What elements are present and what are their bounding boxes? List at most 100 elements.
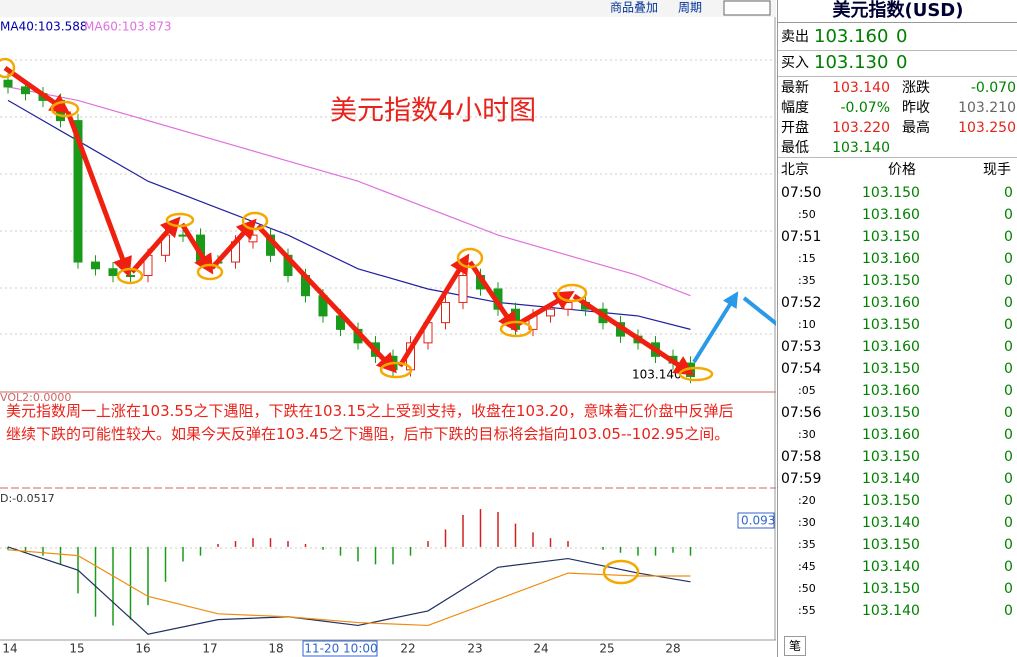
- tick-price: 103.140: [862, 515, 920, 531]
- nav-buttons[interactable]: [723, 0, 771, 16]
- tick-volume: 0: [1004, 449, 1013, 465]
- x-tick-label: 14: [2, 642, 17, 656]
- stat-label: 最高: [902, 120, 930, 136]
- ma60-line: [7, 86, 691, 297]
- tab[interactable]: 笔: [784, 636, 807, 656]
- tick-volume: 0: [1004, 185, 1013, 201]
- x-tick-label: 28: [665, 642, 680, 656]
- x-tick-label: 18: [268, 642, 283, 656]
- tick-price: 103.150: [862, 185, 920, 201]
- stat-value: 103.210: [958, 100, 1016, 116]
- tick-price: 103.140: [862, 559, 920, 575]
- candle-body: [511, 308, 520, 330]
- tick-price: 103.150: [862, 405, 920, 421]
- chart: 商品叠加 周期 MA40:103.588 MA60:103.873 美元指数4小…: [0, 0, 776, 657]
- tick-price: 103.160: [862, 295, 920, 311]
- candle-body: [3, 79, 13, 88]
- candle-body: [441, 301, 450, 324]
- dif-line: [7, 546, 691, 635]
- candle-body: [126, 275, 135, 278]
- tick-price: 103.160: [862, 427, 920, 443]
- dea-line: [7, 549, 691, 627]
- tick-price: 103.140: [862, 471, 920, 487]
- x-tick-label: 25: [599, 642, 614, 656]
- candle-body: [21, 86, 30, 95]
- tick-volume: 0: [1004, 207, 1013, 223]
- tick-volume: 0: [1004, 493, 1013, 509]
- tick-time: :35: [798, 274, 816, 287]
- tick-price: 103.150: [862, 273, 920, 289]
- separator: [778, 76, 1017, 77]
- tick-time: 07:50: [781, 185, 822, 201]
- tick-volume: 0: [1004, 295, 1013, 311]
- ticks-header: 北京: [781, 162, 809, 178]
- quote-volume: 0: [896, 26, 908, 47]
- overlay-button[interactable]: 商品叠加: [610, 0, 658, 15]
- macd-legend: D:-0.0517: [0, 492, 55, 505]
- tick-price: 103.150: [862, 229, 920, 245]
- stat-label: 最新: [781, 80, 809, 96]
- tick-volume: 0: [1004, 581, 1013, 597]
- x-tick-label: 15: [69, 642, 84, 656]
- stat-value: 103.220: [832, 120, 890, 136]
- quote-label: 买入: [781, 55, 809, 71]
- annotation-arrows: [0, 57, 776, 585]
- ma40-legend: MA40:103.588: [0, 20, 88, 34]
- vol-legend: VOL2:0.0000: [0, 391, 71, 404]
- tick-time: :50: [798, 582, 816, 595]
- tick-time: 07:53: [781, 339, 822, 355]
- x-tick-label: 17: [202, 642, 217, 656]
- grid: [0, 59, 775, 549]
- candle-body: [563, 301, 573, 310]
- quote-price: 103.130: [814, 52, 889, 73]
- tick-time: :45: [798, 560, 816, 573]
- candle-body: [178, 234, 188, 237]
- tick-price: 103.160: [862, 383, 920, 399]
- stat-label: 昨收: [902, 100, 930, 116]
- stat-value: -0.07%: [840, 100, 890, 116]
- tick-price: 103.150: [862, 493, 920, 509]
- tick-volume: 0: [1004, 251, 1013, 267]
- tick-time: :10: [798, 318, 816, 331]
- ticks-header: 现手: [983, 162, 1011, 178]
- stat-label: 最低: [781, 140, 809, 156]
- tick-volume: 0: [1004, 229, 1013, 245]
- tick-time: 07:52: [781, 295, 822, 311]
- stat-value: [946, 138, 1016, 158]
- x-tick-label: 23: [467, 642, 482, 656]
- tick-time: :15: [798, 252, 816, 265]
- x-tick-label: 16: [135, 642, 150, 656]
- tick-time: :35: [798, 538, 816, 551]
- tick-time: :05: [798, 384, 816, 397]
- annotation: 美元指数周一上涨在103.55之下遇阻，下跌在103.15之上受到支持，收盘在1…: [6, 402, 734, 443]
- tick-price: 103.150: [862, 361, 920, 377]
- tick-volume: 0: [1004, 537, 1013, 553]
- quote-title: 美元指数(USD): [778, 0, 1017, 23]
- x-tick-label: 11-20 10:00: [304, 642, 377, 656]
- tick-time: 07:59: [781, 471, 822, 487]
- tick-price: 103.140: [862, 603, 920, 619]
- period-button[interactable]: 周期: [678, 1, 702, 15]
- tick-time: :30: [798, 516, 816, 529]
- stat-value: -0.070: [970, 80, 1016, 96]
- cursor-box: [302, 640, 378, 657]
- tick-volume: 0: [1004, 339, 1013, 355]
- last-price-label: 103.140: [632, 368, 682, 382]
- candle-body: [248, 234, 258, 243]
- tick-volume: 0: [1004, 383, 1013, 399]
- tick-price: 103.150: [862, 317, 920, 333]
- tick-time: 07:54: [781, 361, 822, 377]
- toolbar: [0, 0, 776, 17]
- macd-box-value: 0.093: [741, 514, 775, 528]
- quote-panel: 美元指数(USD) 卖出 103.160 0 买入 103.130 0 最新 103.140 涨…: [777, 0, 1017, 657]
- tick-volume: 0: [1004, 515, 1013, 531]
- macd-box: [737, 512, 775, 529]
- separator: [778, 50, 1017, 51]
- tick-volume: 0: [1004, 361, 1013, 377]
- tick-time: 07:56: [781, 405, 822, 421]
- ma60-legend: MA60:103.873: [84, 20, 172, 34]
- quote-price: 103.160: [814, 26, 889, 47]
- candle-body: [546, 308, 555, 317]
- candle-body: [108, 268, 118, 277]
